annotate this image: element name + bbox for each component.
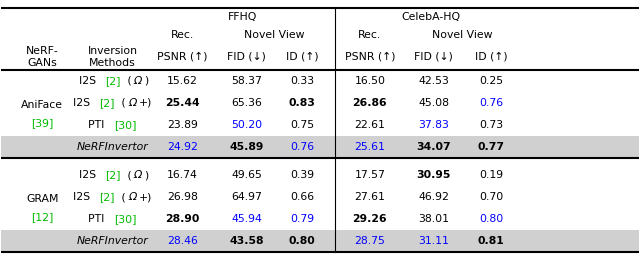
Text: 28.90: 28.90 bbox=[166, 214, 200, 224]
Text: PTI: PTI bbox=[88, 120, 108, 130]
Text: 28.46: 28.46 bbox=[167, 236, 198, 246]
Text: Rec.: Rec. bbox=[358, 30, 381, 40]
Text: 38.01: 38.01 bbox=[418, 214, 449, 224]
Text: [39]: [39] bbox=[31, 118, 53, 128]
Text: 0.76: 0.76 bbox=[290, 142, 314, 152]
Text: 37.83: 37.83 bbox=[418, 120, 449, 130]
Bar bbox=[1, 136, 639, 158]
Text: AniFace: AniFace bbox=[21, 100, 63, 110]
Text: 50.20: 50.20 bbox=[231, 120, 262, 130]
Text: 26.86: 26.86 bbox=[353, 98, 387, 108]
Text: 0.33: 0.33 bbox=[290, 76, 314, 86]
Text: Inversion
Methods: Inversion Methods bbox=[88, 46, 138, 68]
Text: FFHQ: FFHQ bbox=[228, 12, 257, 22]
Text: 0.73: 0.73 bbox=[479, 120, 503, 130]
Text: +): +) bbox=[140, 192, 152, 202]
Text: 0.66: 0.66 bbox=[290, 192, 314, 202]
Text: [30]: [30] bbox=[114, 214, 136, 224]
Text: [2]: [2] bbox=[105, 170, 120, 180]
Text: [2]: [2] bbox=[105, 76, 120, 86]
Text: 30.95: 30.95 bbox=[417, 170, 451, 180]
Text: 65.36: 65.36 bbox=[231, 98, 262, 108]
Text: 0.76: 0.76 bbox=[479, 98, 503, 108]
Text: 31.11: 31.11 bbox=[418, 236, 449, 246]
Text: 0.77: 0.77 bbox=[477, 142, 505, 152]
Text: ): ) bbox=[144, 170, 148, 180]
Text: PSNR (↑): PSNR (↑) bbox=[344, 52, 395, 62]
Text: 0.19: 0.19 bbox=[479, 170, 503, 180]
Bar bbox=[1, 230, 639, 252]
Text: 0.25: 0.25 bbox=[479, 76, 503, 86]
Text: 25.44: 25.44 bbox=[165, 98, 200, 108]
Text: 25.61: 25.61 bbox=[355, 142, 385, 152]
Text: 45.89: 45.89 bbox=[229, 142, 264, 152]
Text: PSNR (↑): PSNR (↑) bbox=[157, 52, 208, 62]
Text: 0.70: 0.70 bbox=[479, 192, 503, 202]
Text: +): +) bbox=[140, 98, 152, 108]
Text: [30]: [30] bbox=[114, 120, 136, 130]
Text: 28.75: 28.75 bbox=[355, 236, 385, 246]
Text: 58.37: 58.37 bbox=[231, 76, 262, 86]
Text: Novel View: Novel View bbox=[432, 30, 493, 40]
Text: 16.74: 16.74 bbox=[167, 170, 198, 180]
Text: 64.97: 64.97 bbox=[231, 192, 262, 202]
Text: 45.08: 45.08 bbox=[418, 98, 449, 108]
Text: Rec.: Rec. bbox=[171, 30, 195, 40]
Text: Ω: Ω bbox=[134, 170, 142, 180]
Text: (: ( bbox=[124, 76, 131, 86]
Text: I2S: I2S bbox=[74, 192, 94, 202]
Text: [12]: [12] bbox=[31, 212, 53, 222]
Text: 0.81: 0.81 bbox=[478, 236, 504, 246]
Text: 45.94: 45.94 bbox=[231, 214, 262, 224]
Text: 27.61: 27.61 bbox=[355, 192, 385, 202]
Text: (: ( bbox=[118, 192, 125, 202]
Text: [2]: [2] bbox=[99, 192, 115, 202]
Text: Ω: Ω bbox=[128, 98, 136, 108]
Text: 46.92: 46.92 bbox=[418, 192, 449, 202]
Text: [2]: [2] bbox=[99, 98, 115, 108]
Text: ID (↑): ID (↑) bbox=[286, 52, 319, 62]
Text: I2S: I2S bbox=[79, 76, 100, 86]
Text: Ω: Ω bbox=[128, 192, 136, 202]
Text: (: ( bbox=[124, 170, 131, 180]
Text: I2S: I2S bbox=[74, 98, 94, 108]
Text: ID (↑): ID (↑) bbox=[475, 52, 508, 62]
Text: I2S: I2S bbox=[79, 170, 100, 180]
Text: GRAM: GRAM bbox=[26, 194, 58, 204]
Text: Ω: Ω bbox=[134, 76, 142, 86]
Text: 49.65: 49.65 bbox=[231, 170, 262, 180]
Text: FID (↓): FID (↓) bbox=[414, 52, 453, 62]
Text: 0.83: 0.83 bbox=[289, 98, 316, 108]
Text: 17.57: 17.57 bbox=[355, 170, 385, 180]
Text: FID (↓): FID (↓) bbox=[227, 52, 266, 62]
Text: 34.07: 34.07 bbox=[417, 142, 451, 152]
Text: NeRF-
GANs: NeRF- GANs bbox=[26, 46, 59, 68]
Text: (: ( bbox=[118, 98, 125, 108]
Text: CelebA-HQ: CelebA-HQ bbox=[401, 12, 460, 22]
Text: NeRFInvertor: NeRFInvertor bbox=[77, 236, 148, 246]
Text: 26.98: 26.98 bbox=[167, 192, 198, 202]
Text: 15.62: 15.62 bbox=[167, 76, 198, 86]
Text: 24.92: 24.92 bbox=[167, 142, 198, 152]
Text: ): ) bbox=[144, 76, 148, 86]
Text: PTI: PTI bbox=[88, 214, 108, 224]
Text: 43.58: 43.58 bbox=[229, 236, 264, 246]
Text: 0.80: 0.80 bbox=[289, 236, 316, 246]
Text: 23.89: 23.89 bbox=[167, 120, 198, 130]
Text: 22.61: 22.61 bbox=[355, 120, 385, 130]
Text: NeRFInvertor: NeRFInvertor bbox=[77, 142, 148, 152]
Text: 0.79: 0.79 bbox=[290, 214, 314, 224]
Text: 0.75: 0.75 bbox=[290, 120, 314, 130]
Text: 16.50: 16.50 bbox=[355, 76, 385, 86]
Text: 42.53: 42.53 bbox=[418, 76, 449, 86]
Text: 29.26: 29.26 bbox=[353, 214, 387, 224]
Text: Novel View: Novel View bbox=[244, 30, 305, 40]
Text: 0.39: 0.39 bbox=[290, 170, 314, 180]
Text: 0.80: 0.80 bbox=[479, 214, 503, 224]
